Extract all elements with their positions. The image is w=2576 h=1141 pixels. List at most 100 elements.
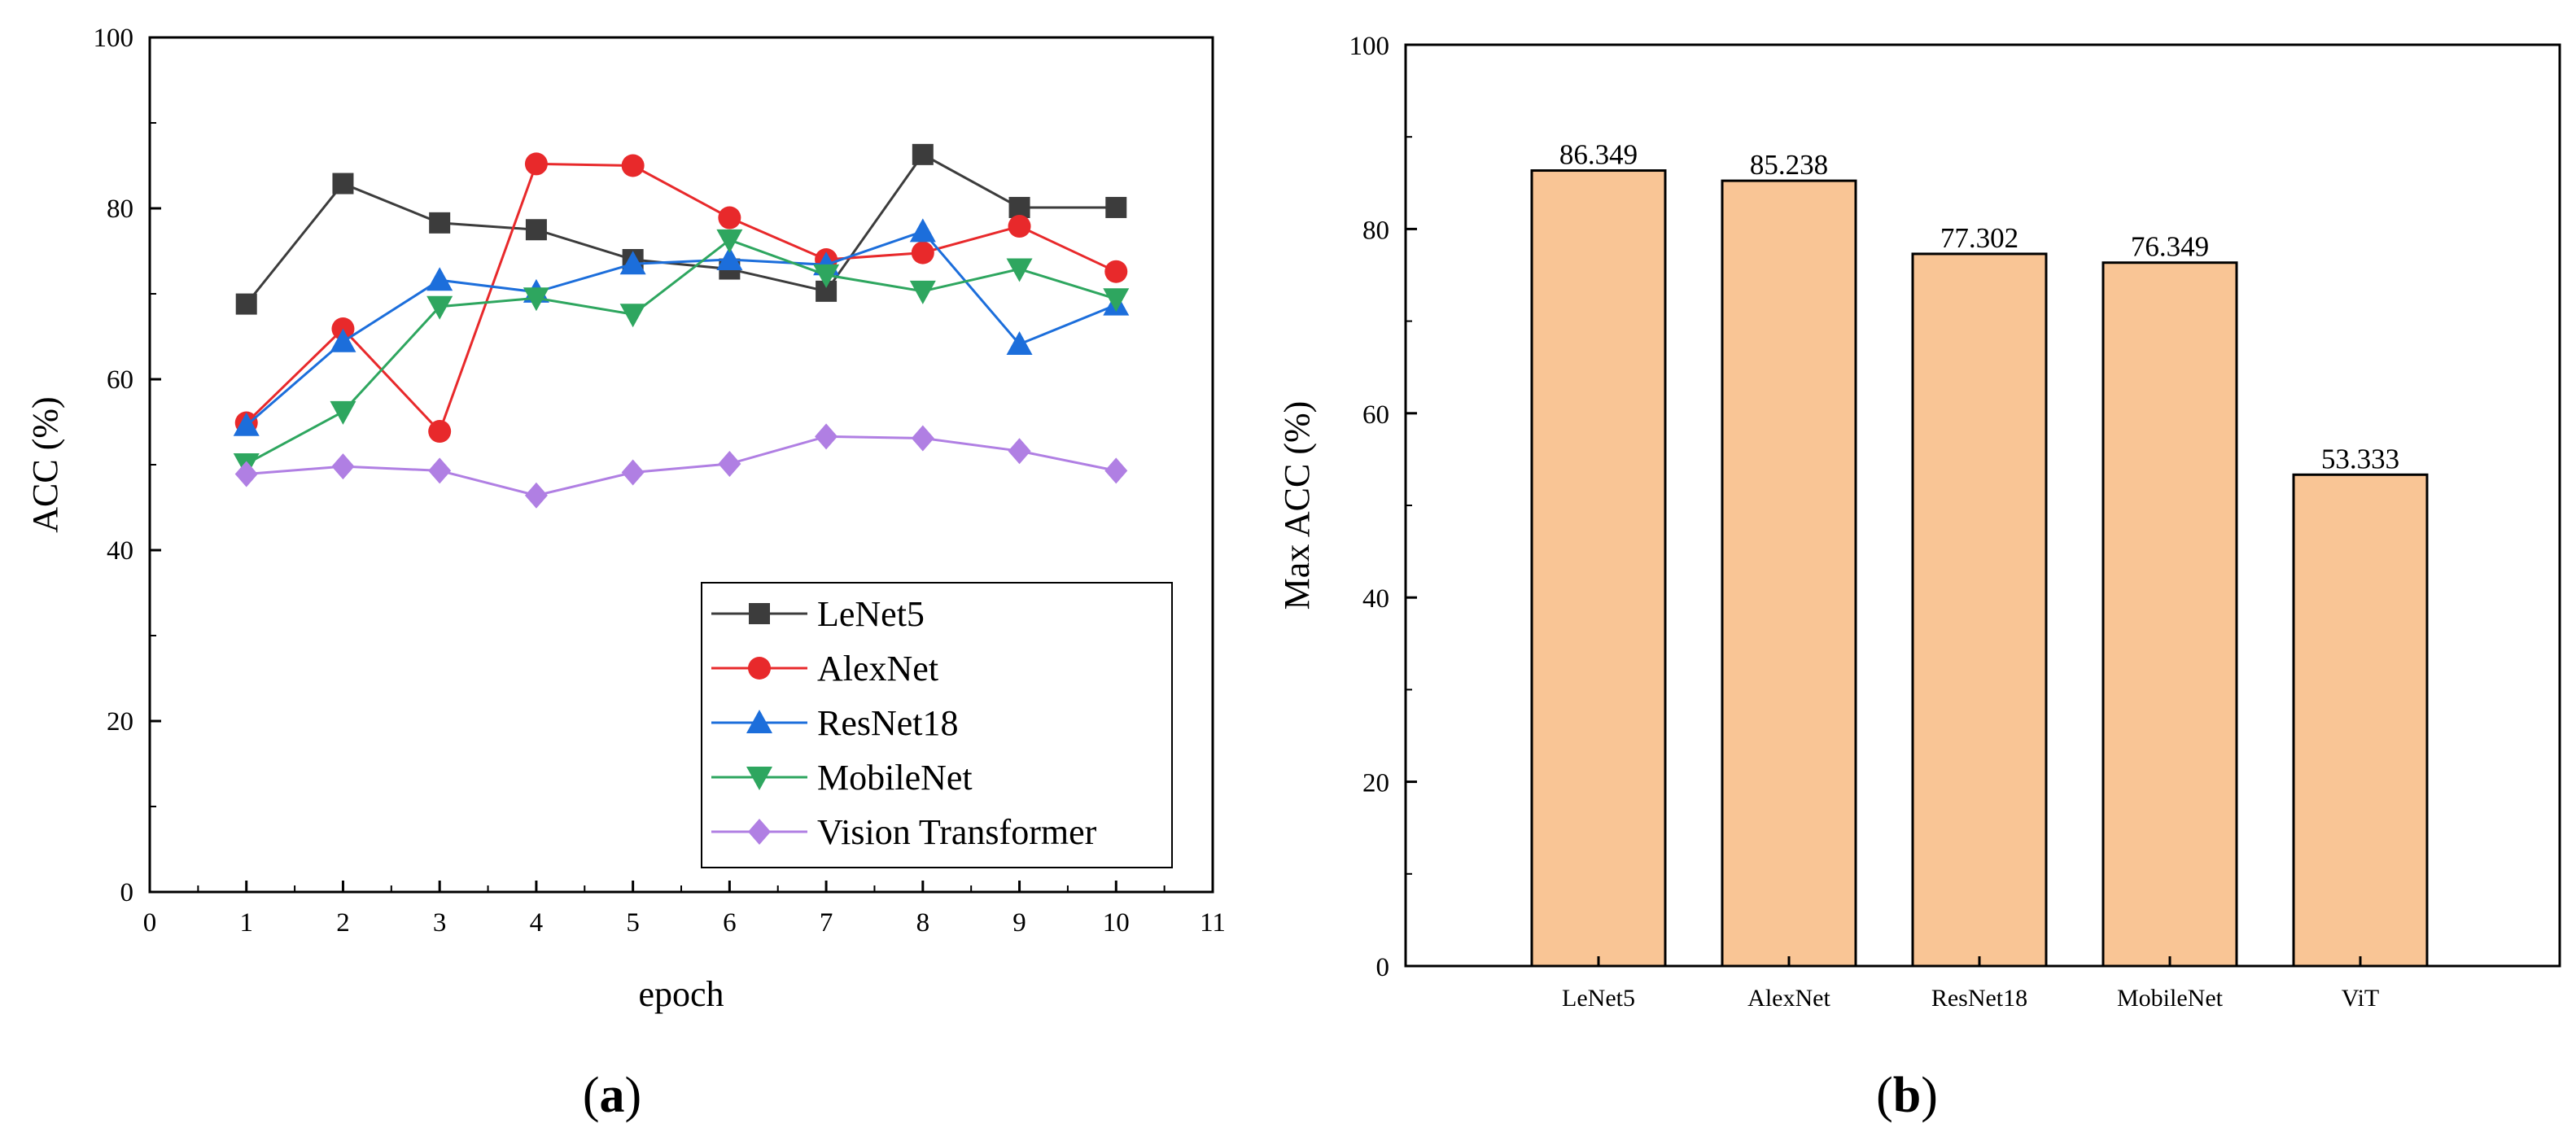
x-tick-label: 11 — [1200, 908, 1226, 938]
series-lenet5 — [235, 143, 1127, 315]
y-tick-label: 40 — [1362, 584, 1389, 614]
x-tick-label: 0 — [143, 908, 157, 938]
series-line — [245, 162, 1117, 434]
line-chart-legend: LeNet5 AlexNet ResNet18 MobileNet Vision Tra… — [701, 582, 1173, 868]
bar — [1721, 179, 1857, 968]
legend-label: LeNet5 — [817, 594, 925, 634]
data-point — [912, 143, 934, 165]
legend-marker — [748, 657, 771, 680]
legend-entry: ResNet18 — [711, 703, 959, 743]
legend-label: Vision Transformer — [817, 812, 1097, 852]
category-label: MobileNet — [2117, 985, 2224, 1012]
data-point — [1006, 330, 1033, 355]
series-line — [246, 238, 1117, 466]
data-point — [718, 450, 741, 477]
y-tick-label: 80 — [107, 195, 133, 224]
bar — [1530, 169, 1667, 968]
data-point — [233, 412, 260, 436]
bar — [1911, 252, 2048, 968]
data-point — [426, 295, 453, 320]
data-point — [429, 212, 451, 234]
x-tick-label: 4 — [530, 908, 544, 938]
legend-marker — [748, 819, 771, 845]
data-point — [330, 400, 356, 425]
data-point — [332, 173, 354, 195]
data-point — [621, 459, 645, 486]
legend-entry: AlexNet — [711, 649, 938, 689]
y-tick-label: 100 — [94, 24, 134, 53]
y-tick-label: 20 — [107, 707, 133, 737]
data-point — [815, 423, 838, 450]
y-tick-label: 0 — [1376, 953, 1390, 982]
x-tick-label: 7 — [820, 908, 833, 938]
category-label: AlexNet — [1747, 985, 1830, 1012]
data-point — [909, 280, 936, 304]
y-tick-label: 100 — [1349, 32, 1390, 61]
data-point — [1104, 457, 1128, 484]
legend-marker — [749, 603, 770, 624]
x-tick-label: 2 — [336, 908, 350, 938]
data-point — [330, 328, 356, 352]
y-tick-label: 80 — [1362, 216, 1389, 245]
data-point — [234, 461, 258, 487]
series-resnet18 — [233, 218, 1130, 436]
bar — [2292, 473, 2429, 968]
bar-group-vit: 53.333 ViT — [2292, 443, 2429, 1012]
category-label: LeNet5 — [1562, 985, 1635, 1012]
data-point — [716, 247, 743, 270]
x-tick-label: 6 — [723, 908, 737, 938]
category-label: ViT — [2342, 985, 2380, 1012]
x-tick-label: 8 — [916, 908, 930, 938]
data-point — [428, 457, 452, 484]
series-line — [245, 152, 1117, 305]
bar-value-label: 85.238 — [1750, 149, 1828, 181]
data-point — [619, 304, 646, 328]
series-mobilenet — [233, 229, 1130, 477]
y-tick-label: 60 — [1362, 400, 1389, 430]
x-tick-label: 5 — [626, 908, 640, 938]
data-point — [1104, 260, 1128, 283]
data-point — [1008, 438, 1031, 465]
category-label: ResNet18 — [1931, 985, 2027, 1012]
bar-value-label: 86.349 — [1559, 139, 1638, 171]
bar-chart-panel: 0 20 40 60 80 100 86.349 LeNet5 85.238 AlexNet 77… — [1277, 32, 2561, 1123]
caption-b: (b) — [1876, 1068, 1938, 1123]
series-line — [245, 230, 1117, 426]
data-point — [1006, 258, 1033, 282]
bar-group-mobilenet: 76.349 MobileNet — [2101, 231, 2238, 1012]
data-point — [428, 420, 452, 444]
data-point — [1103, 288, 1130, 313]
legend-label: ResNet18 — [817, 703, 959, 743]
y-tick-label: 20 — [1362, 769, 1389, 798]
data-point — [716, 229, 743, 253]
bar-group-lenet5: 86.349 LeNet5 — [1530, 139, 1667, 1012]
x-tick-label: 10 — [1103, 908, 1130, 938]
line-chart-y-axis-title: ACC (%) — [25, 396, 65, 532]
data-point — [911, 241, 934, 264]
bar — [2101, 261, 2238, 968]
series-vision-transformer — [234, 423, 1128, 509]
bar-value-label: 76.349 — [2131, 231, 2209, 263]
bar-value-label: 53.333 — [2321, 443, 2399, 474]
data-point — [813, 264, 840, 288]
bar-chart-plot-frame — [1404, 43, 2561, 968]
y-tick-label: 0 — [120, 878, 134, 907]
series-alexnet — [234, 152, 1128, 444]
data-point — [524, 482, 548, 509]
data-point — [523, 287, 549, 312]
data-point — [1008, 196, 1030, 218]
data-point — [235, 293, 257, 315]
data-point — [619, 251, 646, 275]
data-point — [1105, 196, 1127, 218]
data-point — [525, 219, 547, 241]
line-chart-plot-frame — [148, 36, 1214, 894]
bar-group-alexnet: 85.238 AlexNet — [1721, 149, 1857, 1012]
y-tick-label: 40 — [107, 536, 133, 566]
data-point — [621, 154, 645, 177]
y-tick-label: 60 — [107, 365, 133, 395]
caption-a: (a) — [583, 1068, 641, 1123]
bar-value-label: 77.302 — [1940, 222, 2018, 254]
legend-marker — [746, 710, 772, 733]
x-tick-label: 1 — [239, 908, 253, 938]
